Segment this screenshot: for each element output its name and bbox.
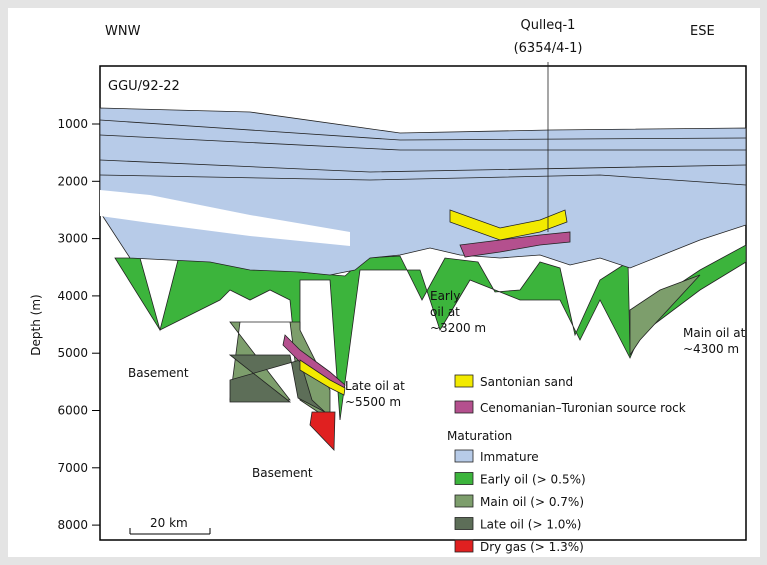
tick-label: 6000 <box>57 404 88 418</box>
well-name: Qulleq-1 <box>521 18 576 33</box>
direction-left: WNW <box>105 24 141 39</box>
legend-swatch <box>455 450 473 462</box>
tick-label: 3000 <box>57 232 88 246</box>
annotation: Early <box>430 289 460 303</box>
tick-label: 8000 <box>57 518 88 532</box>
legend-label: Main oil (> 0.7%) <box>480 495 584 509</box>
tick-label: 1000 <box>57 117 88 131</box>
annotation: oil at <box>430 305 460 319</box>
annotation: Late oil at <box>345 379 405 393</box>
well-id: (6354/4-1) <box>514 41 583 56</box>
direction-right: ESE <box>690 24 715 39</box>
legend-swatch <box>455 540 473 552</box>
axis-label: Depth (m) <box>29 294 43 355</box>
tick-label: 4000 <box>57 289 88 303</box>
legend-label: Immature <box>480 450 539 464</box>
legend-swatch <box>455 401 473 413</box>
legend-swatch <box>455 495 473 507</box>
annotation: ~5500 m <box>345 395 401 409</box>
figure: WNW ESE Qulleq-1 (6354/4-1) GGU/92-22 De… <box>0 0 767 565</box>
legend-swatch <box>455 375 473 387</box>
annotation: Main oil at <box>683 326 746 340</box>
legend-title: Maturation <box>447 429 512 443</box>
annotation: Basement <box>252 466 313 480</box>
annotation: Basement <box>128 366 189 380</box>
legend-swatch <box>455 473 473 485</box>
tick-label: 2000 <box>57 174 88 188</box>
legend-label: Dry gas (> 1.3%) <box>480 540 584 554</box>
legend-label: Late oil (> 1.0%) <box>480 518 581 532</box>
page: WNW ESE Qulleq-1 (6354/4-1) GGU/92-22 De… <box>0 0 767 565</box>
tick-label: 5000 <box>57 346 88 360</box>
annotation: ~4300 m <box>683 342 739 356</box>
scale-label: 20 km <box>150 516 188 530</box>
legend-label: Early oil (> 0.5%) <box>480 473 586 487</box>
legend-label: Cenomanian–Turonian source rock <box>480 401 686 415</box>
legend-label: Santonian sand <box>480 375 573 389</box>
tick-label: 7000 <box>57 461 88 475</box>
legend-swatch <box>455 518 473 530</box>
line-name: GGU/92-22 <box>108 79 180 94</box>
annotation: ~3200 m <box>430 321 486 335</box>
